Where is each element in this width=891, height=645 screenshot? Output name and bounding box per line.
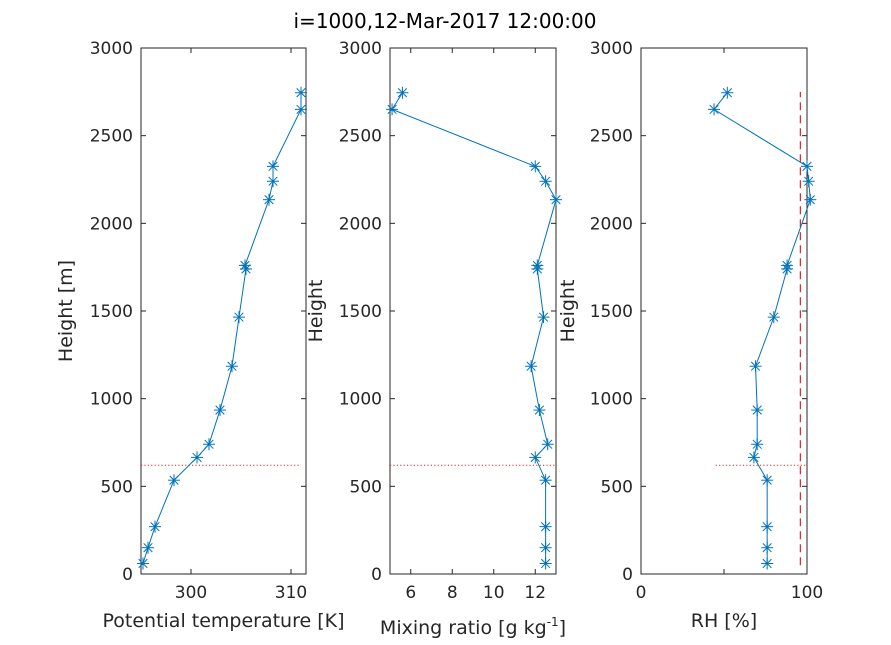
data-point	[747, 451, 760, 464]
data-point	[396, 86, 409, 99]
axes-box	[140, 47, 307, 575]
x-tick-label: 12	[524, 583, 546, 603]
panel-1: 0 500 1000 1500 2000 2500 3000 300 310 Potential …	[55, 39, 345, 632]
y-tick-label: 0	[622, 565, 633, 585]
data-point	[539, 175, 552, 188]
data-point	[137, 557, 149, 570]
data-point	[539, 541, 552, 554]
y-tick-label: 2500	[90, 127, 133, 147]
x-axis-label: RH [%]	[691, 610, 757, 632]
y-tick-label: 1000	[90, 390, 133, 410]
y-tick-label: 1500	[339, 302, 382, 322]
data-point	[802, 175, 815, 188]
y-axis-label: Height [m]	[55, 260, 77, 362]
x-tick-label: 6	[405, 583, 416, 603]
y-tick-label: 2500	[339, 127, 382, 147]
y-tick-label: 1500	[90, 302, 133, 322]
data-point	[295, 86, 307, 99]
x-tick-label: 8	[447, 583, 458, 603]
profile-line	[713, 92, 811, 564]
y-tick-label: 1000	[339, 390, 382, 410]
data-point	[539, 474, 552, 487]
panel-2: 0 500 1000 1500 2000 2500 3000 6 8 10 12 Mixing rat…	[305, 39, 566, 639]
data-point	[295, 103, 307, 116]
x-tick-label: 10	[483, 583, 505, 603]
data-point	[529, 451, 542, 464]
profile-line	[391, 92, 557, 564]
data-point	[781, 259, 794, 272]
axes-box	[389, 47, 557, 575]
data-point	[533, 404, 546, 417]
data-point	[804, 193, 817, 206]
data-point	[214, 404, 226, 417]
x-tick-label: 300	[175, 583, 207, 603]
x-axis-label: Mixing ratio [g kg-1]	[380, 615, 566, 639]
chart-title: i=1000,12-Mar-2017 12:00:00	[294, 9, 597, 33]
y-tick-label: 500	[350, 477, 382, 497]
data-point	[721, 86, 734, 99]
data-point	[233, 311, 245, 324]
x-axis-label: Potential temperature [K]	[102, 610, 344, 632]
data-point	[751, 404, 764, 417]
data-point	[708, 103, 721, 116]
x-tick-label: 310	[275, 583, 307, 603]
x-tick-label: 0	[636, 583, 647, 603]
y-axis-label: Height	[557, 280, 579, 343]
y-tick-label: 1000	[590, 390, 633, 410]
y-tick-label: 2000	[90, 214, 133, 234]
x-tick-label: 100	[791, 583, 823, 603]
data-point	[386, 103, 399, 116]
data-point	[267, 175, 279, 188]
y-tick-label: 0	[371, 565, 382, 585]
data-point	[203, 438, 215, 451]
y-tick-label: 3000	[90, 39, 133, 59]
data-point	[539, 557, 552, 570]
data-point	[142, 541, 154, 554]
data-point	[539, 520, 552, 533]
axes-box	[640, 47, 808, 575]
data-point	[537, 311, 550, 324]
data-point	[749, 360, 762, 373]
y-tick-label: 1500	[590, 302, 633, 322]
data-point	[191, 451, 203, 464]
y-tick-label: 3000	[339, 39, 382, 59]
data-point	[541, 438, 554, 451]
data-point	[525, 360, 538, 373]
data-point	[761, 520, 774, 533]
data-point	[751, 438, 764, 451]
data-point	[149, 520, 161, 533]
y-tick-label: 2000	[590, 214, 633, 234]
panel-3: 0 500 1000 1500 2000 2500 3000 0 100 RH [%] Height	[557, 39, 823, 632]
data-point	[239, 259, 251, 272]
y-tick-label: 3000	[590, 39, 633, 59]
data-point	[801, 160, 813, 173]
data-point	[267, 160, 279, 173]
y-tick-label: 500	[101, 477, 133, 497]
data-point	[168, 474, 180, 487]
y-axis-label: Height	[305, 280, 327, 343]
y-tick-label: 500	[601, 477, 633, 497]
data-point	[529, 160, 542, 173]
data-point	[263, 193, 275, 206]
data-point	[761, 474, 774, 487]
y-tick-label: 2500	[590, 127, 633, 147]
y-tick-label: 2000	[339, 214, 382, 234]
profile-line	[142, 92, 302, 564]
data-point	[531, 259, 544, 272]
data-point	[767, 311, 780, 324]
data-point	[761, 557, 774, 570]
data-point	[761, 541, 774, 554]
data-point	[550, 193, 562, 206]
y-tick-label: 0	[122, 565, 133, 585]
data-point	[226, 360, 238, 373]
